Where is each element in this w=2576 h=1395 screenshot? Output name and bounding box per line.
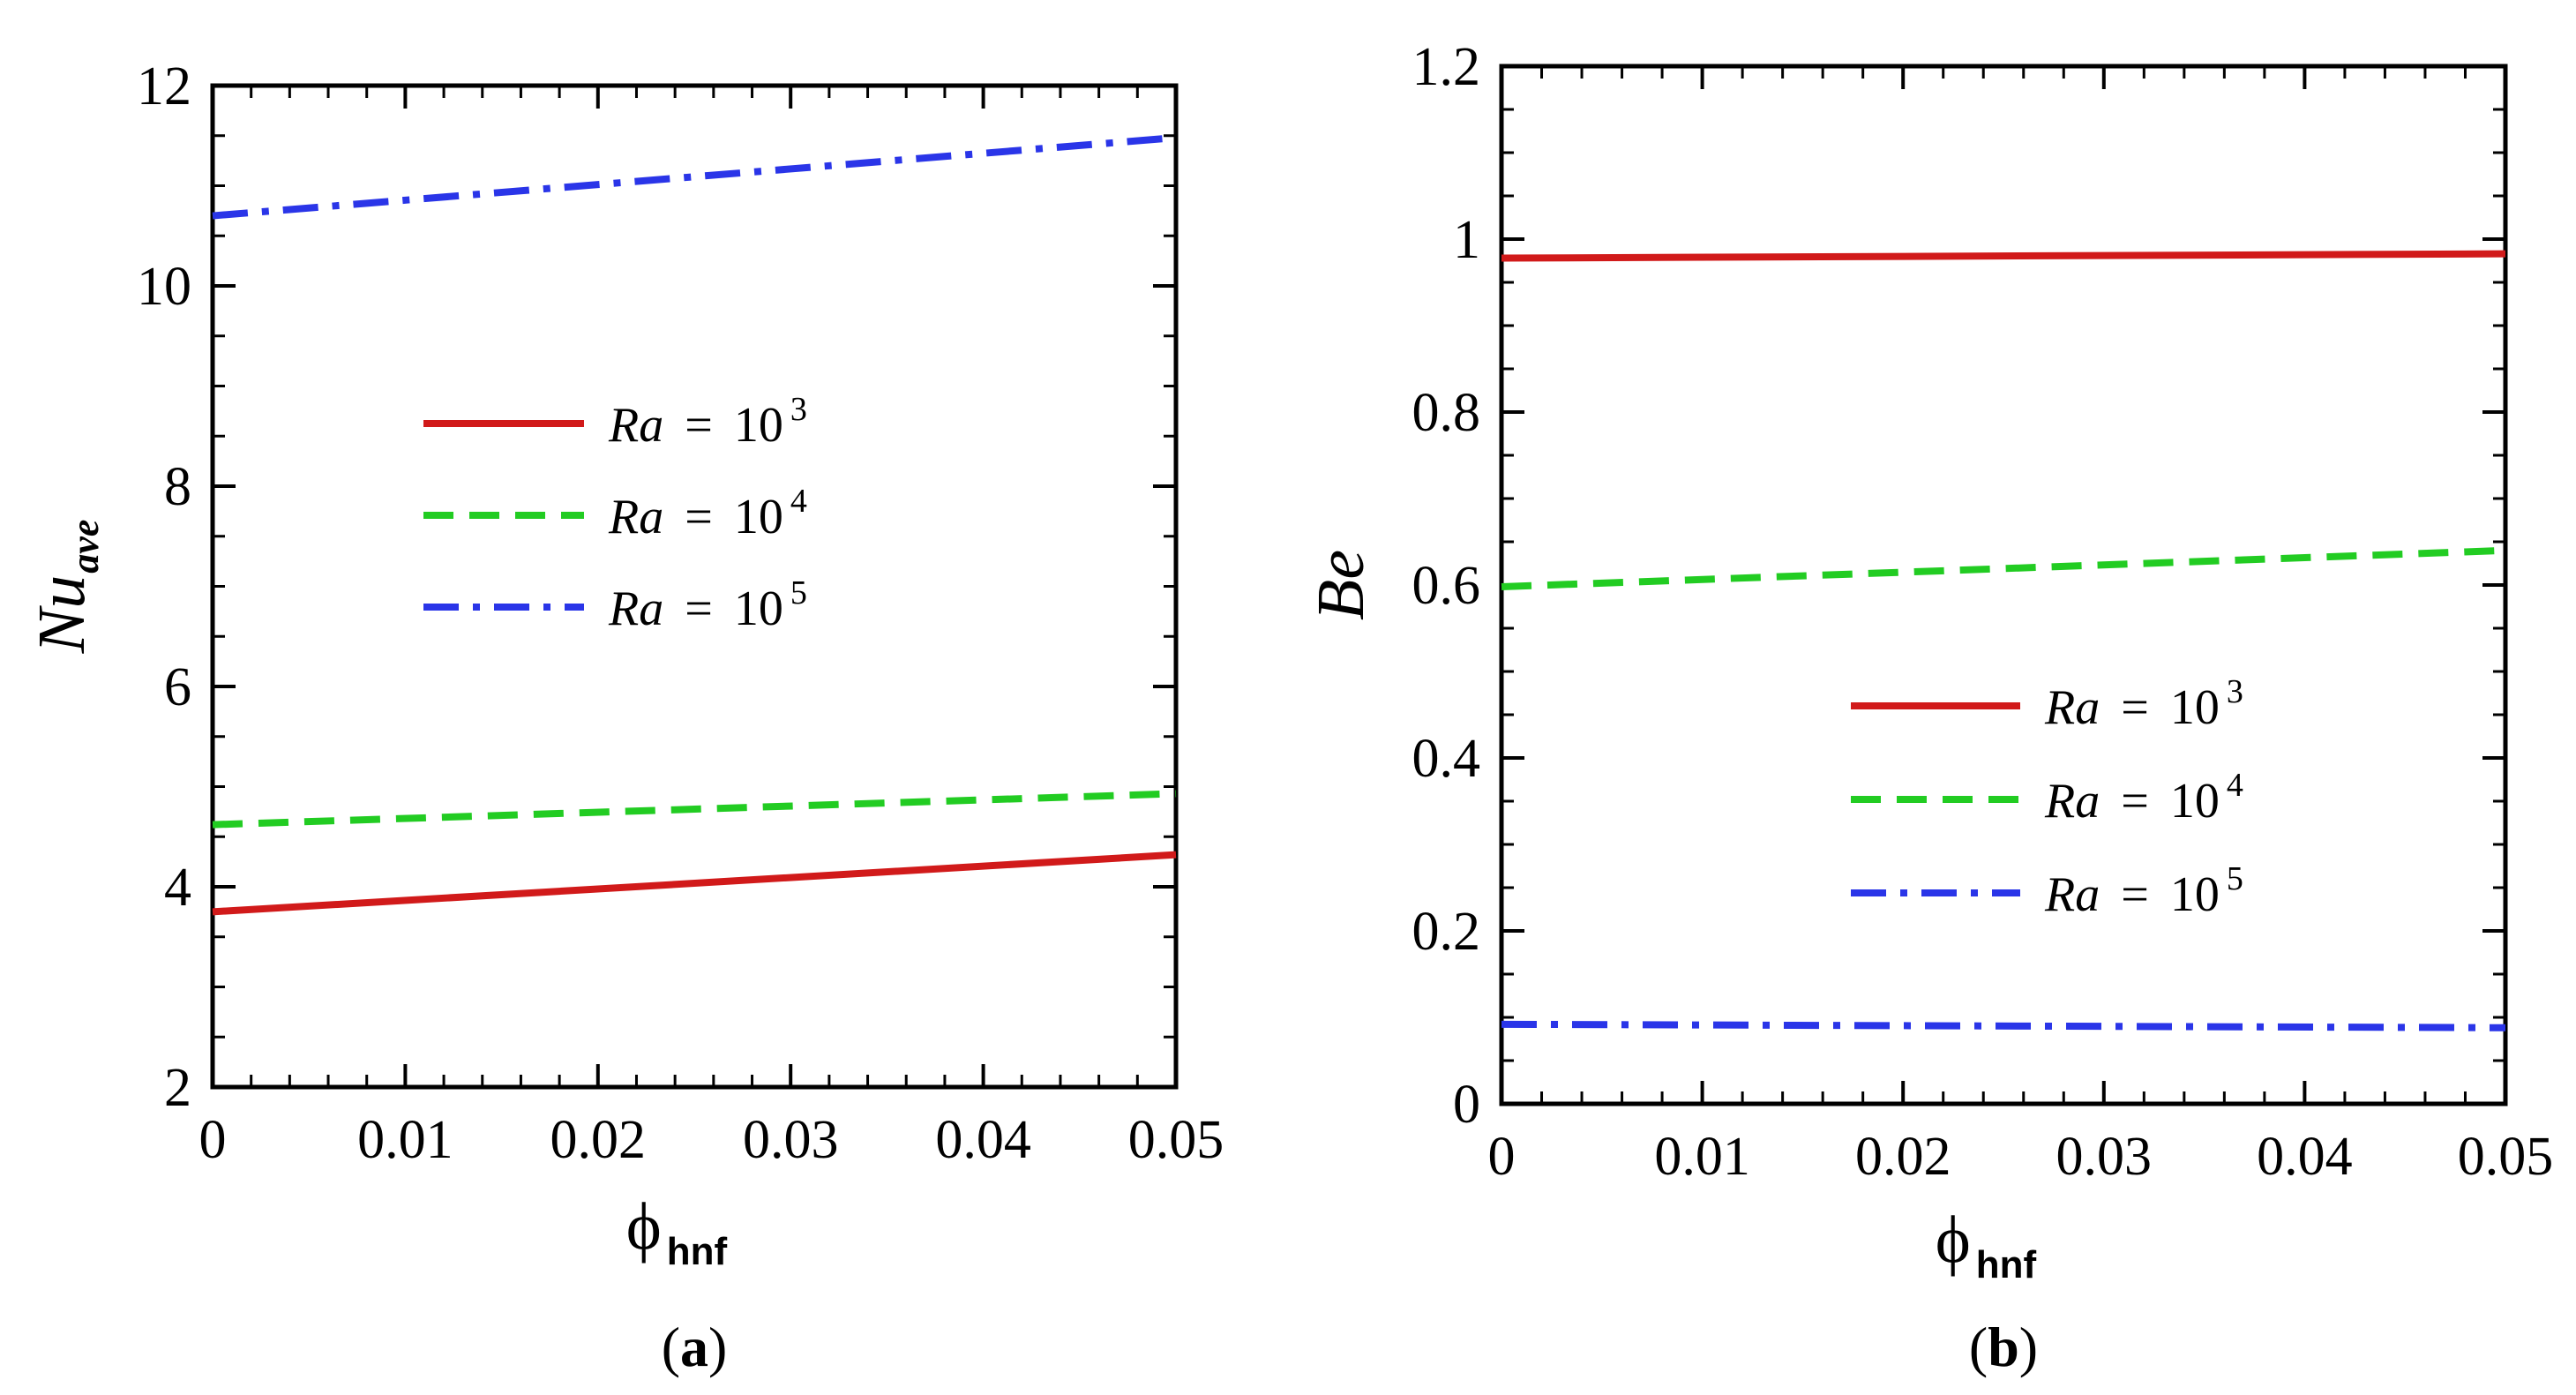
- y-tick-label: 1.2: [1412, 37, 1481, 97]
- x-tick-label: 0.01: [1654, 1127, 1750, 1187]
- y-tick-label: 0.8: [1412, 383, 1481, 443]
- legend: Ra = 10 3 Ra = 10 4 Ra = 10 5: [423, 391, 807, 636]
- x-axis-title: ϕ hnf: [626, 1189, 728, 1273]
- series-line-dashed: [1501, 546, 2506, 590]
- legend-label: Ra = 10 3: [2044, 673, 2243, 735]
- plot-frame: [1499, 64, 2508, 1106]
- series-line-solid: [1501, 250, 2506, 262]
- x-tick-label: 0.04: [2257, 1127, 2353, 1187]
- panel-label: (a): [662, 1316, 728, 1378]
- y-tick-label: 0: [1453, 1075, 1480, 1135]
- x-tick-label: 0.05: [1128, 1110, 1224, 1170]
- chart-panel-b: 0 0.01 0.02 0.03 0.04 0.05 0 0.2 0.4 0.6 0.8 1 1.2 Ra…: [1304, 37, 2553, 1378]
- x-tick-label: 0.01: [357, 1110, 453, 1170]
- x-tick-label: 0.03: [743, 1110, 839, 1170]
- y-tick-label: 12: [137, 56, 191, 116]
- legend-label: Ra = 10 5: [608, 574, 807, 636]
- x-tick-label: 0.02: [1855, 1127, 1951, 1187]
- y-tick-label: 0.4: [1412, 729, 1481, 789]
- legend-label: Ra = 10 3: [608, 391, 807, 453]
- legend-label: Ra = 10 4: [608, 483, 807, 544]
- series-line-dashed: [212, 790, 1177, 829]
- y-tick-label: 8: [164, 457, 191, 517]
- x-tick-label: 0: [199, 1110, 227, 1170]
- series-line-solid: [212, 851, 1177, 916]
- series-line-dashdot: [212, 134, 1177, 220]
- x-axis-title: ϕ hnf: [1936, 1203, 2037, 1286]
- legend-label: Ra = 10 5: [2044, 860, 2243, 922]
- panel-label: (b): [1969, 1316, 2038, 1378]
- legend: Ra = 10 3 Ra = 10 4 Ra = 10 5: [1851, 673, 2243, 922]
- y-axis-title: Be: [1304, 550, 1378, 620]
- y-axis-title: Nuave: [25, 520, 107, 655]
- x-tick-label: 0.05: [2458, 1127, 2554, 1187]
- x-tick-label: 0.03: [2056, 1127, 2153, 1187]
- x-tick-label: 0: [1488, 1127, 1516, 1187]
- series-line-dashdot: [1501, 1020, 2506, 1031]
- x-tick-label: 0.02: [550, 1110, 647, 1170]
- y-tick-label: 1: [1453, 210, 1480, 270]
- y-tick-label: 6: [164, 657, 191, 717]
- x-tick-label: 0.04: [935, 1110, 1031, 1170]
- y-tick-label: 10: [137, 257, 191, 317]
- y-tick-label: 2: [164, 1058, 191, 1118]
- legend-label: Ra = 10 4: [2044, 767, 2243, 829]
- y-tick-label: 0.6: [1412, 556, 1481, 616]
- y-tick-label: 4: [164, 858, 191, 918]
- y-tick-label: 0.2: [1412, 902, 1481, 962]
